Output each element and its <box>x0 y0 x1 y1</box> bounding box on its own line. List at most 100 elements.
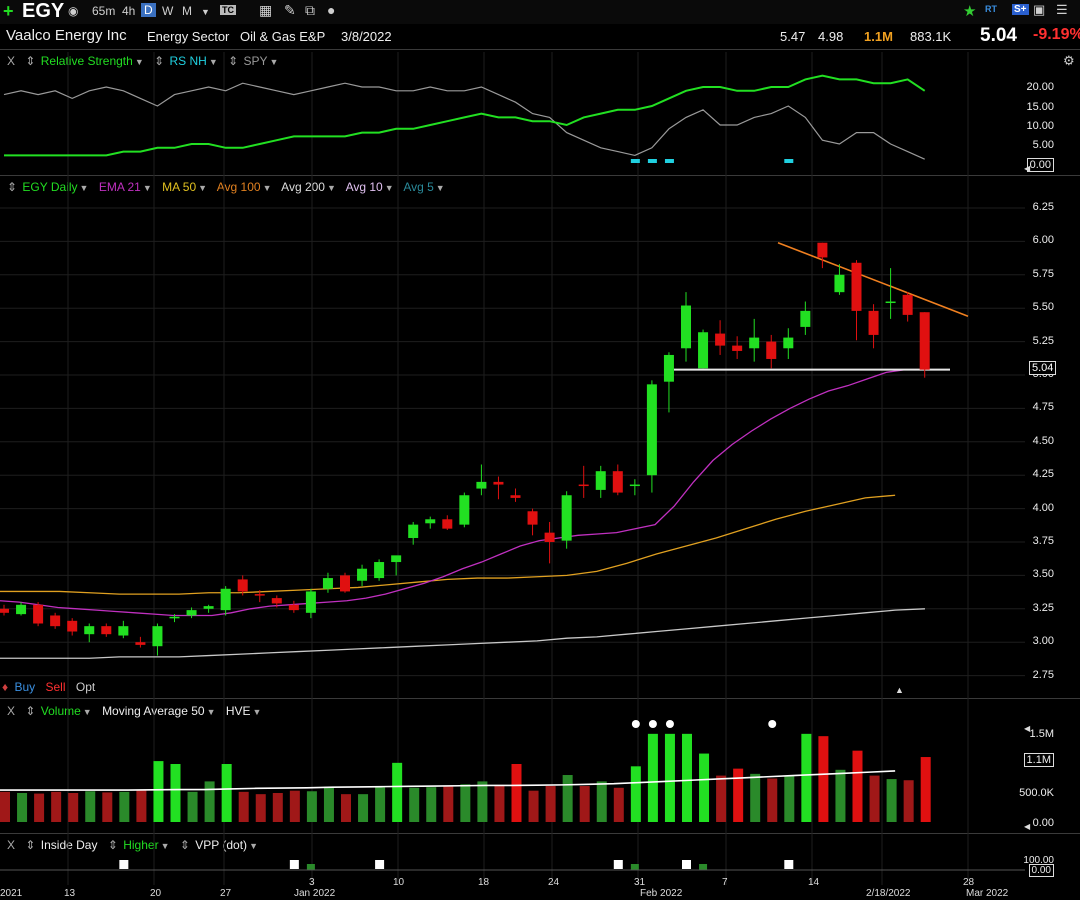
ema21-label[interactable]: EMA 21 <box>98 180 141 194</box>
trade-icon[interactable]: ♦ <box>2 680 9 694</box>
candle-body <box>681 305 691 349</box>
close-icon[interactable]: X <box>7 54 16 68</box>
move-icon[interactable]: ⇕ <box>25 704 36 718</box>
avg10-label[interactable]: Avg 10 <box>345 180 383 194</box>
scroll-up-icon[interactable]: ◀ <box>1024 822 1031 831</box>
s-plus-icon[interactable]: S+ <box>1012 4 1029 15</box>
move-icon[interactable]: ⇕ <box>179 838 190 852</box>
inside-day-label[interactable]: Inside Day <box>40 838 98 852</box>
timeframe-w[interactable]: W <box>162 4 174 18</box>
industry[interactable]: Oil & Gas E&P <box>240 29 326 44</box>
candle-body <box>476 481 487 489</box>
buy-button[interactable]: Buy <box>14 680 36 694</box>
move-icon[interactable]: ⇕ <box>228 54 239 68</box>
volume-bar <box>852 750 863 822</box>
chevron-down-icon[interactable]: ▼ <box>198 183 208 193</box>
candle-body <box>629 484 640 487</box>
volume-bar <box>613 787 624 822</box>
volume-ma-label[interactable]: Moving Average 50 <box>102 704 205 718</box>
ma50-label[interactable]: MA 50 <box>162 180 197 194</box>
chevron-down-icon[interactable]: ▼ <box>206 707 216 717</box>
chevron-down-icon[interactable]: ▼ <box>79 183 89 193</box>
chevron-down-icon[interactable]: ▼ <box>384 183 394 193</box>
avg100-label[interactable]: Avg 100 <box>216 180 261 194</box>
volume-bar <box>699 753 710 822</box>
pencil-icon[interactable]: ✎ <box>284 2 296 18</box>
symbol-input[interactable]: EGY <box>22 0 65 22</box>
chevron-down-icon[interactable]: ▼ <box>142 183 152 193</box>
volume-bar <box>255 794 266 822</box>
move-icon[interactable]: ⇕ <box>7 180 18 194</box>
chevron-down-icon[interactable]: ▼ <box>252 707 262 717</box>
move-icon[interactable]: ⇕ <box>107 838 118 852</box>
chevron-down-icon[interactable]: ▼ <box>134 57 144 67</box>
rs-nh-marker <box>630 159 640 163</box>
x-label: 27 <box>220 888 232 899</box>
chevron-down-icon[interactable]: ▼ <box>160 841 170 851</box>
panel-divider[interactable] <box>0 698 1080 699</box>
rt-icon[interactable]: RT <box>985 4 997 14</box>
stack-icon[interactable]: ☰ <box>1056 2 1068 17</box>
collapse-icon[interactable]: ▲ <box>895 685 904 695</box>
volume-title[interactable]: Volume <box>40 704 81 718</box>
settings-icon[interactable]: ⚙ <box>1063 53 1075 68</box>
quote-date: 3/8/2022 <box>341 29 392 44</box>
chevron-down-icon[interactable]: ▼ <box>82 707 92 717</box>
chevron-down-icon[interactable]: ▼ <box>269 57 279 67</box>
share-icon[interactable]: ● <box>327 2 336 18</box>
volume-bar <box>187 791 198 822</box>
opt-button[interactable]: Opt <box>75 680 96 694</box>
avg5-label[interactable]: Avg 5 <box>403 180 434 194</box>
calculator-icon[interactable]: ▦ <box>259 2 273 18</box>
timeframe-65m[interactable]: 65m <box>92 4 116 18</box>
candle-body <box>305 591 316 613</box>
bell-icon[interactable]: ◉ <box>68 4 79 18</box>
avg200-label[interactable]: Avg 200 <box>281 180 325 194</box>
move-icon[interactable]: ⇕ <box>154 54 165 68</box>
close-icon[interactable]: X <box>7 704 16 718</box>
scroll-up-icon[interactable]: ◀ <box>1024 164 1031 173</box>
rs-y-label: 10.00 <box>1026 120 1054 132</box>
chevron-down-icon[interactable]: ▼ <box>208 57 218 67</box>
volume-bar <box>426 787 437 822</box>
star-icon[interactable]: ★ <box>963 3 977 20</box>
candle-body <box>220 588 231 611</box>
candle-body <box>408 524 419 538</box>
layers-icon[interactable]: ⧉ <box>305 2 315 18</box>
candle-body <box>459 495 470 525</box>
volume-bar <box>153 761 164 822</box>
timeframe-4h[interactable]: 4h <box>122 4 136 18</box>
chevron-down-icon[interactable]: ▼ <box>262 183 272 193</box>
price-title[interactable]: EGY Daily <box>22 180 78 194</box>
sell-button[interactable]: Sell <box>45 680 66 694</box>
save-icon[interactable]: ▣ <box>1033 2 1046 17</box>
chevron-down-icon[interactable]: ▼ <box>435 183 445 193</box>
ma50-line <box>0 494 896 595</box>
volume-bar <box>443 786 454 822</box>
chevron-down-icon[interactable]: ▼ <box>249 841 258 851</box>
timeframe-m[interactable]: M <box>182 4 192 18</box>
candle-body <box>118 626 129 636</box>
spy-label[interactable]: SPY <box>243 54 268 68</box>
tc-icon[interactable]: TC <box>220 5 236 15</box>
move-icon[interactable]: ⇕ <box>25 838 36 852</box>
close-icon[interactable]: X <box>7 838 16 852</box>
timeframe-d[interactable]: D <box>141 3 156 17</box>
dropdown-icon[interactable]: ▼ <box>201 7 210 17</box>
candle-body <box>527 511 538 525</box>
scroll-up-icon[interactable]: ◀ <box>1024 724 1031 733</box>
vpp-label[interactable]: VPP (dot) <box>195 838 248 852</box>
rs-nh-label[interactable]: RS NH <box>169 54 207 68</box>
plus-icon[interactable]: + <box>3 1 14 21</box>
rs-title[interactable]: Relative Strength <box>40 54 133 68</box>
volume-bar <box>920 757 931 822</box>
signal-panel-header: X ⇕ Inside Day ⇕ Higher ▼ ⇕ VPP (dot) ▼ <box>7 838 265 852</box>
chevron-down-icon[interactable]: ▼ <box>326 183 336 193</box>
panel-divider[interactable] <box>0 833 1080 834</box>
hve-label[interactable]: HVE <box>225 704 251 718</box>
higher-label[interactable]: Higher <box>123 838 159 852</box>
move-icon[interactable]: ⇕ <box>25 54 36 68</box>
sector[interactable]: Energy Sector <box>147 29 230 44</box>
panel-divider[interactable] <box>0 175 1080 176</box>
